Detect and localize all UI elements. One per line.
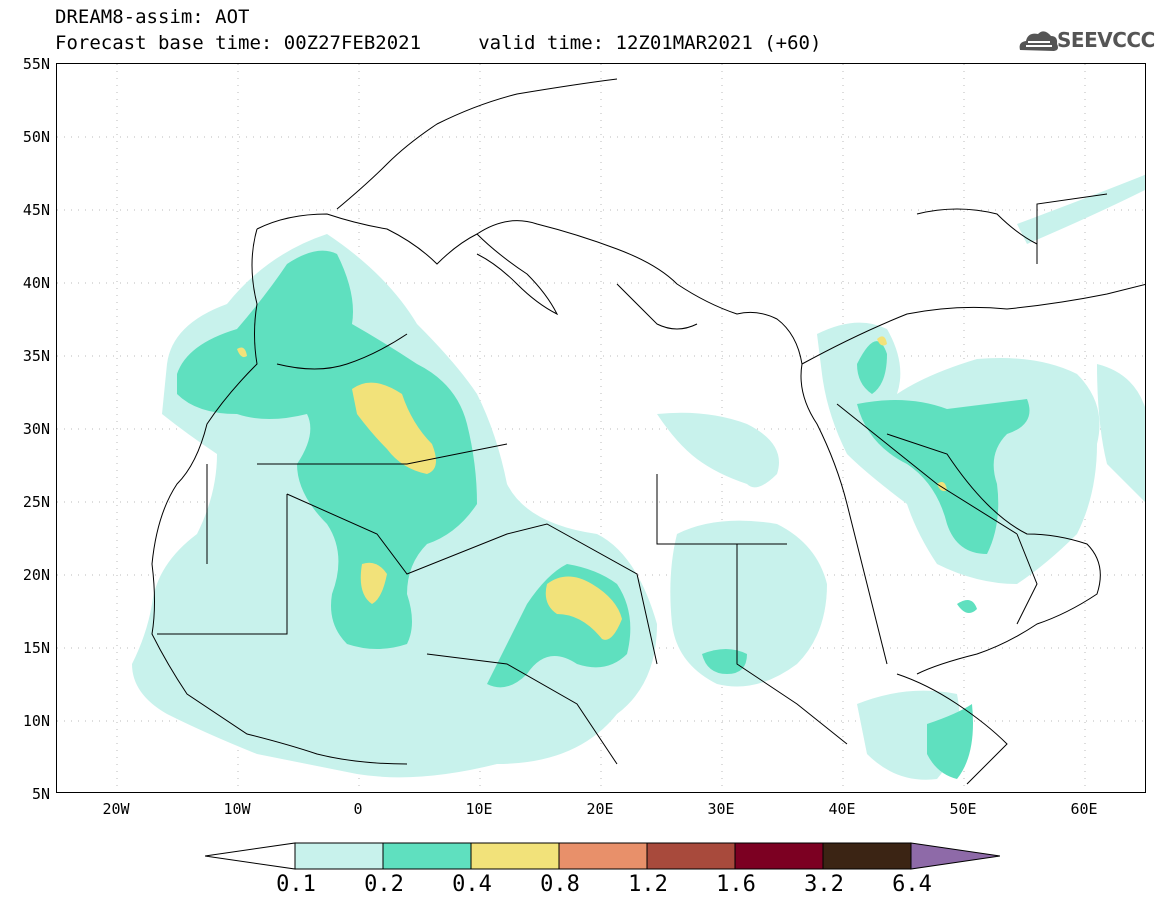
cloud-icon (1019, 31, 1058, 51)
lon-label: 0 (353, 800, 363, 818)
lon-label: 30E (707, 800, 735, 818)
lon-label: 10E (465, 800, 493, 818)
logo-text: SEEVCCC (1057, 28, 1155, 52)
lat-label: 5N (31, 785, 50, 803)
colorbar-bin (822, 842, 912, 870)
colorbar-bin (294, 842, 384, 870)
lat-label: 40N (22, 274, 50, 292)
lat-label: 35N (22, 347, 50, 365)
colorbar-bin (734, 842, 824, 870)
lon-label: 60E (1070, 800, 1098, 818)
lat-label: 20N (22, 566, 50, 584)
aot-band-0.4-0.8 (237, 336, 947, 640)
lat-label: 15N (22, 639, 50, 657)
colorbar-bin (558, 842, 648, 870)
coastlines (151, 78, 1145, 785)
colorbar-label: 3.2 (804, 872, 844, 897)
lat-label: 45N (22, 201, 50, 219)
colorbar-label: 0.1 (276, 872, 316, 897)
colorbar-label: 0.8 (540, 872, 580, 897)
lat-label: 50N (22, 128, 50, 146)
colorbar-label: 0.2 (364, 872, 404, 897)
lon-label: 20W (102, 800, 130, 818)
chart-title: DREAM8-assim: AOT (55, 6, 250, 28)
lat-label: 25N (22, 493, 50, 511)
map-panel (56, 63, 1146, 793)
colorbar-bin (382, 842, 472, 870)
colorbar-high-arrow (910, 842, 1000, 870)
colorbar-label: 1.6 (716, 872, 756, 897)
colorbar-bin (646, 842, 736, 870)
lon-label: 40E (828, 800, 856, 818)
lon-label: 20E (586, 800, 614, 818)
lat-label: 30N (22, 420, 50, 438)
lat-label: 10N (22, 712, 50, 730)
chart-subtitle-times: Forecast base time: 00Z27FEB2021 valid t… (55, 32, 822, 54)
colorbar-low-arrow (205, 842, 296, 870)
lon-label: 50E (949, 800, 977, 818)
lat-label: 55N (22, 55, 50, 73)
colorbar-label: 6.4 (892, 872, 932, 897)
colorbar-label: 0.4 (452, 872, 492, 897)
lon-label: 10W (223, 800, 251, 818)
colorbar-legend (205, 842, 1000, 870)
map-svg (57, 64, 1145, 792)
colorbar-label: 1.2 (628, 872, 668, 897)
colorbar-bin (470, 842, 560, 870)
